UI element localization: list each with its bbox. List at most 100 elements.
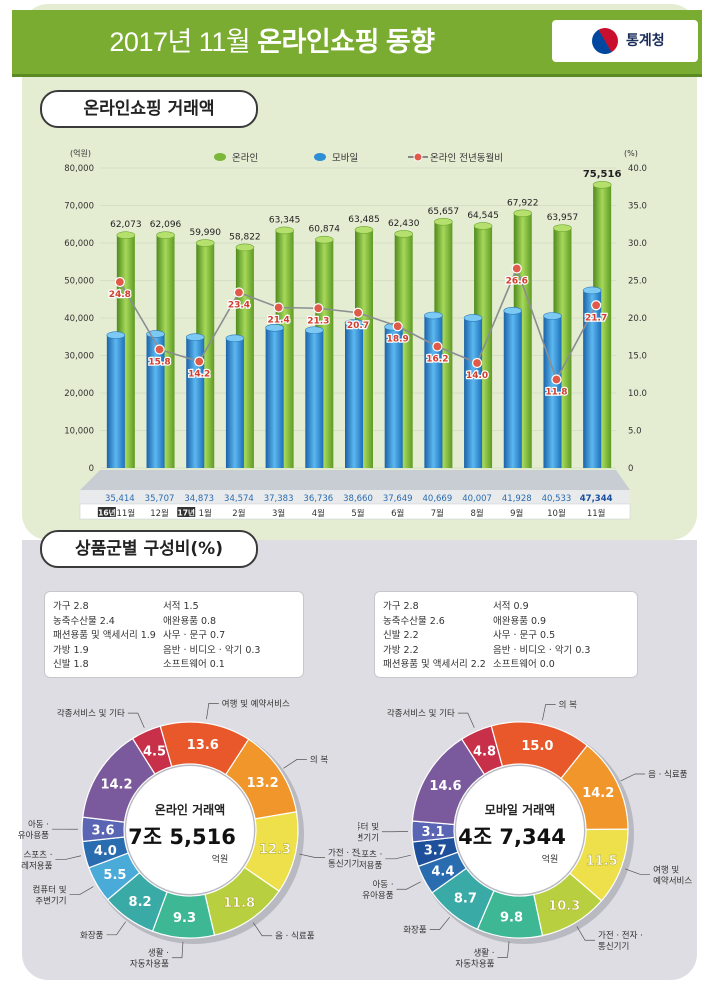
donut-slice-value: 13.2 [247,776,279,791]
legend-label: 온라인 전년동월비 [430,152,503,164]
left-tick-label: 70,000 [64,202,94,212]
extra-category-item: 신발 1.8 [53,659,89,671]
extra-category-item: 신발 2.2 [383,630,419,642]
yoy-point [432,341,443,352]
mobile-bar [503,310,522,468]
online-donut-chart: 4.5 13.6 13.2 12.3 11.8 9.3 8.25.5 4.0 3.6 14.2 온라… [18,698,360,969]
extra-category-item: 농축수산물 2.6 [383,615,445,627]
donut-outer-label: 여행 및 예약서비스 [222,698,290,709]
online-value-label: 63,485 [348,215,380,225]
donut-center-title: 모바일 거래액 [485,802,555,817]
donut-leader-line [620,773,646,782]
donut-slice-value: 4.5 [143,745,166,760]
online-bar-cap [275,226,294,235]
donut-center-unit: 억원 [542,853,559,865]
mobile-value-label: 35,707 [145,494,175,504]
mobile-bar-cap [543,312,562,320]
extra-category-item: 소프트웨어 0.1 [163,659,225,671]
online-bar-cap [394,230,413,238]
donut-slice [82,737,156,823]
donut-hole [126,766,254,894]
online-value-label: 60,874 [309,225,341,235]
year-tag-box [177,507,196,517]
mobile-value-label: 38,660 [343,494,373,504]
online-bar-cap [434,217,453,226]
category-label: 12월 [150,508,169,519]
donut-hole [456,766,584,894]
online-value-label: 75,516 [583,169,622,180]
year-tag: 17년 [178,508,195,518]
mobile-bar-cap [185,333,205,342]
left-tick-label: 30,000 [64,352,94,362]
yoy-value-label: 20.7 [347,321,369,331]
online-extra-right: 서적 1.5 애완용품 0.8 사무 · 문구 0.7 음반 · 비디오 · 악기 0… [163,600,260,673]
mobile-bar [464,317,483,468]
extra-category-item: 음반 · 비디오 · 악기 0.3 [493,644,591,656]
mobile-extra-left: 가구 2.8 농축수산물 2.6 신발 2.2 가방 2.2 패션용품 및 액세서리 2… [383,600,486,673]
kostat-logo: 통계청 [552,20,698,62]
donut-outer-label: 음 · 식료품 [275,932,315,942]
donut-outer-label: 화장품 [80,930,104,941]
donut-slice-value: 9.8 [500,911,523,926]
donut-leader-line [55,855,82,860]
mobile-bar [384,326,403,468]
chart-floor-front [80,490,630,504]
extra-category-item: 애완용품 0.8 [163,615,217,627]
donut-outer-label: 아동 · [372,879,393,890]
legend-label: 모바일 [332,153,358,164]
donut-leader-line [396,881,421,890]
mobile-value-label: 40,533 [542,494,572,504]
mobile-value-label: 40,007 [462,494,492,504]
yoy-point [551,374,562,385]
donut-slice-value: 5.5 [103,868,126,883]
donut-slice-value: 15.0 [521,739,553,754]
yoy-point [471,357,483,369]
mobile-extra-box: 가구 2.8 농축수산물 2.6 신발 2.2 가방 2.2 패션용품 및 액세서리 2… [374,591,638,678]
mobile-bar [424,315,443,468]
yoy-point [392,321,403,332]
mobile-value-label: 37,649 [383,494,413,504]
extra-category-item: 서적 0.9 [493,601,529,612]
mobile-bar [225,338,244,468]
donut-leader-line [206,703,219,720]
mobile-donut-chart: 4.8 15.0 14.2 11.5 10.3 9.8 8.74.4 3.7 3.1 14.6 모바… [358,700,692,970]
extra-category-item: 사무 · 문구 0.7 [163,630,226,642]
extra-category-item: 사무 · 문구 0.5 [493,630,556,642]
extra-category-item: 가구 2.8 [383,601,419,612]
donut-outer-label: 예약서비스 [653,875,692,886]
donut-outer-label: 유아용품 [18,830,49,841]
donut-slice-value: 4.4 [431,864,454,879]
online-bar-cap [553,224,572,232]
right-tick-label: 5.0 [628,427,642,437]
page-title: 2017년 11월 온라인쇼핑 동향 [12,10,532,74]
extra-category-item: 가방 2.2 [383,644,419,656]
donut-center-value: 4조 7,344 [458,825,566,849]
extra-category-item: 농축수산물 2.4 [53,615,115,627]
online-bar-cap [354,226,374,234]
left-tick-label: 50,000 [64,277,94,287]
right-axis-unit: (%) [624,149,638,158]
mobile-value-label: 37,383 [264,494,294,504]
donut-outer-label: 컴퓨터 및 [358,822,379,833]
donut-slice [411,738,486,826]
donut-leader-line [171,941,184,959]
yoy-point [511,263,522,274]
category-label: 4월 [312,508,325,519]
donut-outer-label: 여행 및 [653,864,679,875]
category-band [79,503,631,520]
mobile-bar-cap [463,314,483,322]
yoy-point [313,303,324,314]
donut-outer-label: 생활 · [473,947,494,958]
section-title-share: 상품군별 구성비(%) [40,530,258,568]
donut-leader-line [106,921,126,936]
donut-leader-line [69,886,94,896]
left-tick-label: 60,000 [64,239,94,249]
left-axis-unit: (억원) [70,148,91,158]
title-main: 온라인쇼핑 동향 [257,27,435,57]
category-label: 6월 [391,508,404,519]
yoy-value-label: 24.8 [109,290,131,300]
donut-slice-value: 3.1 [421,825,444,840]
right-tick-label: 15.0 [628,352,647,362]
donut-outer-label: 자동차용품 [455,959,494,969]
